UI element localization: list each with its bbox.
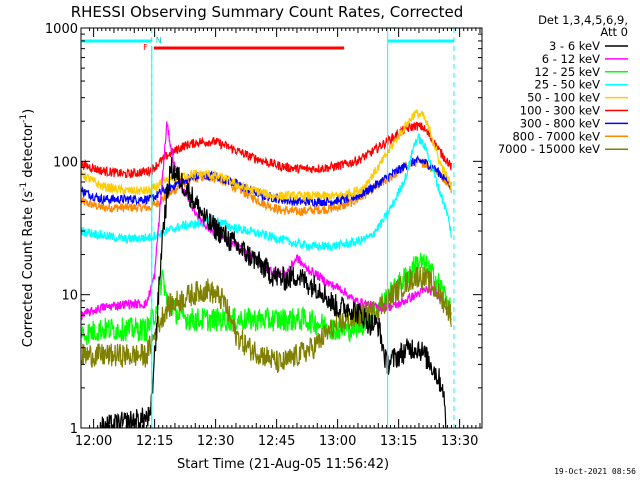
- legend-entry-label: 800 - 7000 keV: [512, 129, 600, 143]
- legend-header-line-2: Att 0: [600, 25, 628, 39]
- legend-entry-label: 3 - 6 keV: [549, 39, 600, 53]
- x-tick-label: 12:00: [75, 434, 112, 449]
- legend-entry-label: 6 - 12 keV: [542, 52, 600, 66]
- y-axis-label-part: ): [21, 109, 36, 114]
- legend-entry-label: 300 - 800 keV: [520, 116, 600, 130]
- legend-entry-label: 25 - 50 keV: [534, 78, 600, 92]
- chart-title: RHESSI Observing Summary Count Rates, Co…: [71, 3, 464, 21]
- legend-entry-label: 7000 - 15000 keV: [498, 142, 600, 156]
- x-tick-label: 13:00: [319, 434, 356, 449]
- legend-entry-label: 100 - 300 keV: [520, 104, 600, 118]
- night-label: N: [156, 36, 162, 45]
- y-tick-label: 10: [61, 289, 78, 304]
- x-tick-label: 12:30: [197, 434, 234, 449]
- x-tick-label: 13:15: [380, 434, 417, 449]
- flare-label: F: [143, 43, 148, 52]
- series-line-6-12-keV: [81, 121, 452, 323]
- y-axis-label-sup: -1: [19, 182, 29, 191]
- series-line-100-300-keV: [81, 121, 452, 179]
- series-line-800-7000-keV: [81, 156, 452, 217]
- x-tick-label: 12:45: [258, 434, 295, 449]
- legend-entry-label: 50 - 100 keV: [527, 91, 600, 105]
- render-timestamp: 19-Oct-2021 08:56: [554, 467, 636, 476]
- x-axis-label: Start Time (21-Aug-05 11:56:42): [177, 457, 389, 472]
- y-tick-label: 1: [70, 422, 78, 437]
- series-line-25-50-keV: [81, 133, 452, 252]
- y-tick-label: 100: [53, 155, 78, 170]
- plot-layer: FN 1 10 100 1000 12:00 12:15 12:30 12:45 13:00 13:…: [45, 22, 483, 449]
- series-layer: [81, 109, 452, 428]
- y-axis-label: Corrected Count Rate (s-1 detector-1): [19, 109, 36, 347]
- legend-entry-label: 12 - 25 keV: [534, 65, 600, 79]
- x-tick-label: 12:15: [136, 434, 173, 449]
- y-axis-label-part: Corrected Count Rate (s: [21, 191, 36, 348]
- plot-frame: [80, 27, 483, 429]
- series-line-50-100-keV: [81, 109, 452, 203]
- y-tick-label: 1000: [45, 22, 78, 37]
- x-tick-label: 13:30: [441, 434, 478, 449]
- series-line-7000-15000-keV: [81, 266, 452, 374]
- series-line-3-6-keV: [96, 156, 447, 428]
- y-axis-label-part: detector: [21, 122, 36, 182]
- y-axis-label-group: Corrected Count Rate (s-1 detector-1): [19, 109, 36, 347]
- legend-header-line-1: Det 1,3,4,5,6,9,: [538, 13, 628, 27]
- y-axis-label-sup: -1: [19, 114, 29, 123]
